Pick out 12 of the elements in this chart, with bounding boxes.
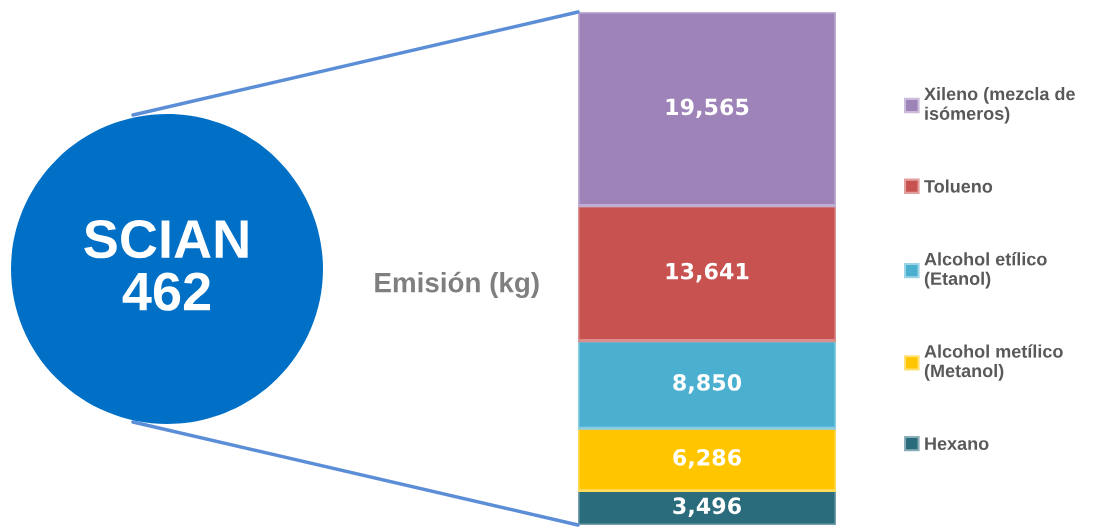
data-label: 13,641 (666, 262, 749, 283)
data-label: 19,565 (666, 98, 749, 119)
legend-label: Tolueno (924, 179, 993, 193)
data-label: 3,496 (673, 497, 741, 517)
legend-label: Alcohol metílico (Metanol) (924, 344, 1063, 381)
legend-label: Xileno (mezcla de isómeros) (924, 87, 1075, 124)
text: SCIAN 462 (84, 219, 248, 311)
data-label: 8,850 (673, 374, 742, 394)
legend-label: Hexano (925, 437, 989, 451)
legend-label: Alcohol etílico (Etanol) (924, 252, 1047, 289)
y-axis-title: Emisión (kg) (375, 271, 539, 299)
data-label: 6,286 (673, 448, 741, 469)
